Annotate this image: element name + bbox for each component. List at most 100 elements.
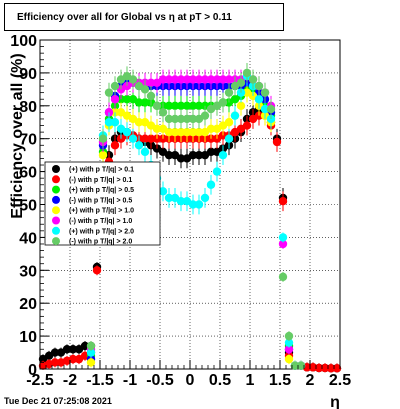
data-point: [278, 272, 288, 282]
legend-marker: [52, 175, 60, 184]
data-point: [158, 108, 168, 117]
data-point: [140, 98, 150, 107]
x-tick-label: 2.5: [329, 372, 351, 389]
data-point: [218, 150, 228, 160]
data-point: [86, 358, 96, 367]
data-point: [134, 98, 144, 107]
data-point: [110, 141, 120, 150]
legend-entry-label: (+) with p T/|q| > 2.0: [69, 228, 134, 235]
data-point: [86, 348, 96, 357]
data-point: [152, 124, 162, 134]
data-point: [164, 75, 174, 84]
data-point: [176, 127, 186, 137]
legend-box: [44, 161, 161, 246]
x-tick-label: 0.5: [209, 372, 231, 389]
data-point: [170, 127, 180, 137]
legend-marker: [52, 216, 60, 225]
y-tick-label: 70: [19, 132, 37, 149]
legend-marker: [52, 185, 60, 194]
data-point: [176, 101, 186, 111]
data-point: [200, 75, 210, 84]
data-point: [140, 85, 150, 94]
data-point: [68, 345, 78, 354]
x-tick-label: 1.5: [269, 372, 291, 389]
x-tick-label: -2: [63, 372, 77, 389]
data-point: [158, 75, 168, 84]
data-point: [176, 75, 186, 84]
legend[interactable]: (+) with p T/|q| > 0.1 (-) with p T/|q| >…: [44, 161, 161, 246]
legend-entry-label: (+) with p T/|q| > 0.1: [69, 167, 134, 174]
data-point: [134, 141, 144, 150]
data-point: [176, 154, 186, 163]
data-point: [182, 114, 192, 124]
data-point: [278, 197, 288, 206]
y-tick-label: 100: [10, 33, 37, 50]
data-point: [176, 197, 186, 206]
legend-entry-label: (-) with p T/|q| > 0.5: [69, 197, 132, 204]
data-point: [188, 127, 198, 137]
data-point: [146, 91, 156, 101]
data-point: [170, 101, 180, 111]
data-point: [230, 111, 240, 120]
x-tick-label: -1: [123, 372, 137, 389]
data-point: [158, 187, 168, 196]
y-tick-label: 90: [19, 66, 37, 83]
data-point: [170, 75, 180, 84]
legend-entry-label: (-) with p T/|q| > 0.1: [69, 177, 132, 184]
data-point: [146, 78, 156, 87]
data-point: [224, 75, 234, 84]
data-point: [248, 75, 258, 84]
data-point: [278, 233, 288, 242]
legend-marker: [52, 226, 60, 235]
data-point: [254, 81, 264, 91]
data-point: [194, 200, 204, 209]
data-point: [104, 88, 114, 97]
data-point: [152, 101, 162, 111]
y-tick-label: 10: [19, 329, 37, 346]
x-tick-label: 1: [246, 372, 255, 389]
data-point: [332, 364, 342, 373]
data-point: [206, 180, 216, 189]
data-point: [110, 118, 120, 127]
data-point: [122, 95, 132, 104]
data-point: [290, 361, 300, 370]
data-point: [128, 134, 138, 143]
legend-marker: [52, 165, 60, 173]
data-point: [188, 150, 198, 160]
data-point: [260, 104, 270, 114]
data-point: [278, 239, 288, 249]
y-tick-label: 30: [19, 263, 37, 280]
data-point: [194, 150, 204, 160]
timestamp: Tue Dec 21 07:25:08 2021: [4, 396, 112, 406]
data-point: [50, 358, 60, 367]
legend-marker: [52, 206, 60, 215]
data-point: [224, 118, 234, 127]
data-point: [212, 167, 222, 176]
data-point: [320, 363, 330, 373]
data-point: [254, 95, 264, 104]
data-point: [164, 127, 174, 137]
data-point: [164, 114, 174, 124]
data-point: [266, 114, 276, 124]
data-point: [104, 118, 114, 127]
data-point: [188, 200, 198, 209]
data-point: [182, 75, 192, 84]
y-tick-label: 80: [19, 99, 37, 116]
x-tick-label: 0: [186, 372, 195, 389]
data-point: [236, 78, 246, 87]
data-point: [200, 111, 210, 120]
data-point: [236, 101, 246, 111]
data-point: [272, 137, 282, 147]
data-point: [218, 75, 228, 84]
data-point: [188, 75, 198, 84]
y-tick-label: 50: [19, 198, 37, 215]
data-point: [206, 147, 216, 157]
y-tick-label: 40: [19, 230, 37, 247]
data-point: [314, 363, 324, 373]
data-point: [110, 95, 120, 104]
data-point: [200, 193, 210, 203]
chart-title-text: Efficiency over all for Global vs η at p…: [17, 11, 232, 23]
legend-marker: [52, 195, 60, 204]
data-point: [224, 134, 234, 143]
data-point: [284, 354, 294, 364]
